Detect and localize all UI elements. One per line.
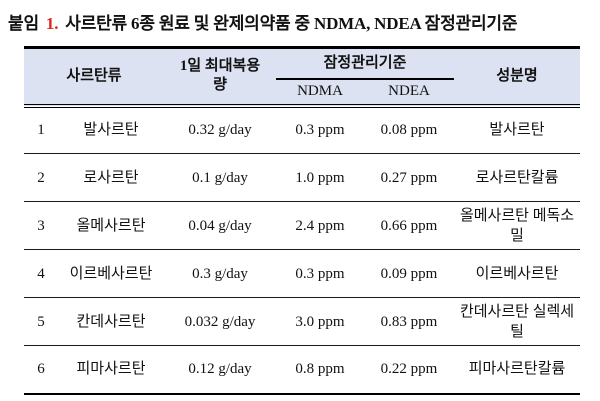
daily-max-dose: 0.12 g/day xyxy=(188,361,252,378)
daily-max-dose: 0.3 g/day xyxy=(192,265,248,282)
ndma-limit: 3.0 ppm xyxy=(295,313,345,330)
col-header-sartan: 사르탄류 xyxy=(66,67,122,84)
ingredient-name: 올메사르탄 메독소밀 xyxy=(459,207,575,244)
table-row: 4 이르베사르탄 0.3 g/day 0.3 ppm 0.09 ppm 이르베사… xyxy=(24,250,581,298)
row-number: 5 xyxy=(37,313,45,330)
daily-max-dose: 0.32 g/day xyxy=(188,122,252,139)
ndea-limit: 0.66 ppm xyxy=(380,217,438,234)
col-header-daily-max-dose: 1일 최대복용량 xyxy=(179,58,261,94)
col-header-ingredient: 성분명 xyxy=(496,67,538,84)
sartan-name: 올메사르탄 xyxy=(76,217,146,234)
ingredient-name: 피마사르탄칼륨 xyxy=(468,361,566,378)
daily-max-dose: 0.04 g/day xyxy=(188,217,252,234)
table-row: 1 발사르탄 0.32 g/day 0.3 ppm 0.08 ppm 발사르탄 xyxy=(24,106,581,154)
sartan-limits-table: 사르탄류 1일 최대복용량 잠정관리기준 성분명 NDMA NDEA 1 발사르… xyxy=(24,46,581,395)
table-row: 3 올메사르탄 0.04 g/day 2.4 ppm 0.66 ppm 올메사르… xyxy=(24,202,581,250)
ndea-limit: 0.08 ppm xyxy=(380,122,438,139)
daily-max-dose: 0.1 g/day xyxy=(192,169,248,186)
ingredient-name: 로사르탄칼륨 xyxy=(475,169,559,186)
table-row: 6 피마사르탄 0.12 g/day 0.8 ppm 0.22 ppm 피마사르… xyxy=(24,346,581,394)
row-number: 3 xyxy=(37,217,45,234)
title-prefix: 붙임 xyxy=(8,14,39,33)
sartan-name: 피마사르탄 xyxy=(76,361,146,378)
ndea-limit: 0.83 ppm xyxy=(380,313,438,330)
ndea-limit: 0.22 ppm xyxy=(380,361,438,378)
row-number: 1 xyxy=(37,122,45,139)
sartan-name: 칸데사르탄 xyxy=(76,313,146,330)
row-number: 4 xyxy=(37,265,45,282)
table-row: 5 칸데사르탄 0.032 g/day 3.0 ppm 0.83 ppm 칸데사… xyxy=(24,298,581,346)
col-header-provisional-limit: 잠정관리기준 xyxy=(276,47,455,80)
sartan-name: 발사르탄 xyxy=(83,122,139,139)
ndea-limit: 0.09 ppm xyxy=(380,265,438,282)
row-number: 6 xyxy=(37,361,45,378)
col-header-ndma: NDMA xyxy=(297,83,343,99)
ndma-limit: 0.3 ppm xyxy=(295,122,345,139)
sartan-name: 이르베사르탄 xyxy=(69,265,153,282)
table-row: 2 로사르탄 0.1 g/day 1.0 ppm 0.27 ppm 로사르탄칼륨 xyxy=(24,154,581,202)
col-header-ndea: NDEA xyxy=(388,83,430,99)
title-text: 사르탄류 6종 원료 및 완제의약품 중 NDMA, NDEA 잠정관리기준 xyxy=(65,14,518,33)
table-body: 1 발사르탄 0.32 g/day 0.3 ppm 0.08 ppm 발사르탄 … xyxy=(24,106,581,394)
sartan-name: 로사르탄 xyxy=(83,169,139,186)
ndma-limit: 2.4 ppm xyxy=(295,217,345,234)
ndea-limit: 0.27 ppm xyxy=(380,169,438,186)
page-title: 붙임 1. 사르탄류 6종 원료 및 완제의약품 중 NDMA, NDEA 잠정관리… xyxy=(8,9,518,34)
row-number: 2 xyxy=(37,169,45,186)
daily-max-dose: 0.032 g/day xyxy=(184,313,256,330)
table-header: 사르탄류 1일 최대복용량 잠정관리기준 성분명 NDMA NDEA xyxy=(24,47,581,106)
ndma-limit: 0.8 ppm xyxy=(295,361,345,378)
ndma-limit: 0.3 ppm xyxy=(295,265,345,282)
ndma-limit: 1.0 ppm xyxy=(295,169,345,186)
ingredient-name: 이르베사르탄 xyxy=(475,265,559,282)
ingredient-name: 칸데사르탄 실렉세틸 xyxy=(459,303,575,340)
ingredient-name: 발사르탄 xyxy=(489,122,545,139)
title-number: 1. xyxy=(45,14,59,33)
